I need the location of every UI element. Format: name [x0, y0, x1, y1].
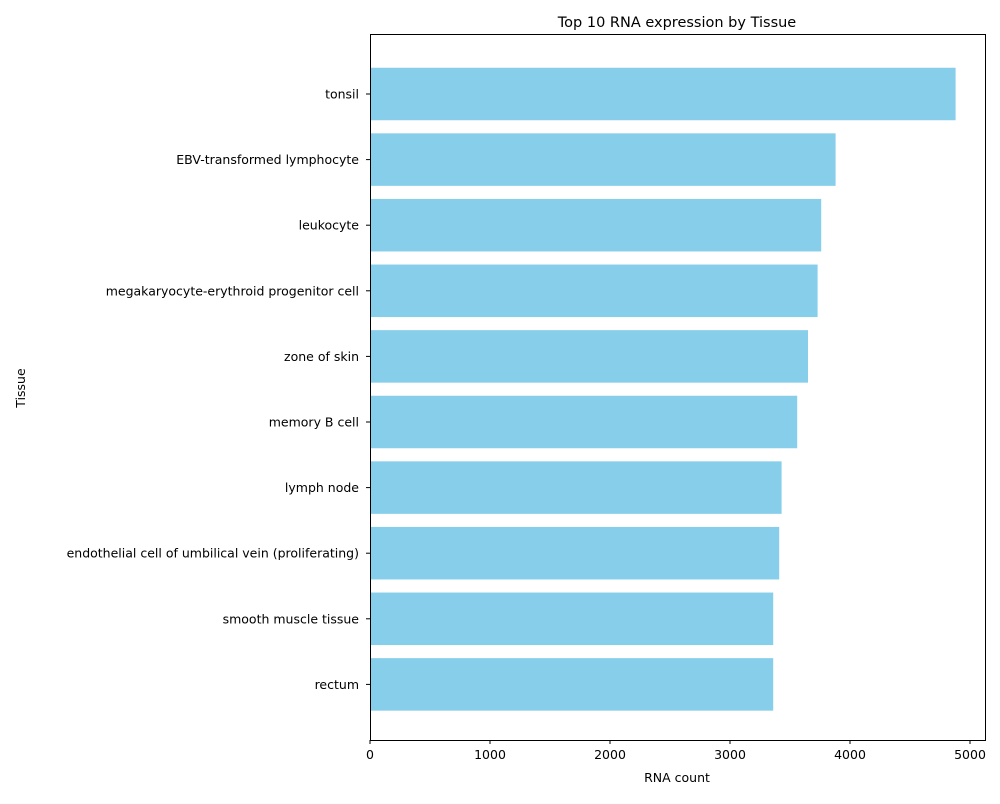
bar-5 [370, 395, 798, 449]
x-axis-label: RNA count [644, 770, 710, 785]
category-label: smooth muscle tissue [223, 611, 360, 626]
bar-0 [370, 67, 956, 121]
category-label: endothelial cell of umbilical vein (prol… [67, 546, 359, 561]
category-label: rectum [315, 677, 359, 692]
bar-6 [370, 461, 782, 514]
category-label: zone of skin [284, 349, 359, 364]
category-label: leukocyte [299, 218, 360, 233]
category-label: memory B cell [269, 415, 359, 430]
bar-1 [370, 133, 836, 186]
bar-3 [370, 264, 818, 318]
x-ticks-group: 0 1000 2000 3000 4000 5000 [366, 740, 986, 762]
chart-title: Top 10 RNA expression by Tissue [557, 15, 797, 31]
bars-group [370, 67, 956, 711]
bar-9 [370, 658, 774, 711]
x-tick-label: 4000 [834, 747, 866, 762]
bar-7 [370, 526, 780, 580]
y-axis-label: Tissue [13, 368, 28, 409]
category-label: tonsil [325, 87, 359, 102]
x-tick-label: 5000 [954, 747, 986, 762]
axes-frame [370, 34, 986, 741]
category-label: megakaryocyte-erythroid progenitor cell [106, 283, 359, 298]
x-tick-label: 3000 [714, 747, 746, 762]
category-labels-group: tonsil EBV-transformed lymphocyte leukocyt… [67, 87, 370, 692]
bar-2 [370, 198, 822, 252]
x-tick-label: 0 [366, 747, 374, 762]
category-label: EBV-transformed lymphocyte [176, 152, 359, 167]
x-tick-label: 2000 [594, 747, 626, 762]
bar-8 [370, 592, 774, 646]
bar-4 [370, 330, 808, 383]
category-label: lymph node [285, 480, 359, 495]
x-tick-label: 1000 [474, 747, 506, 762]
